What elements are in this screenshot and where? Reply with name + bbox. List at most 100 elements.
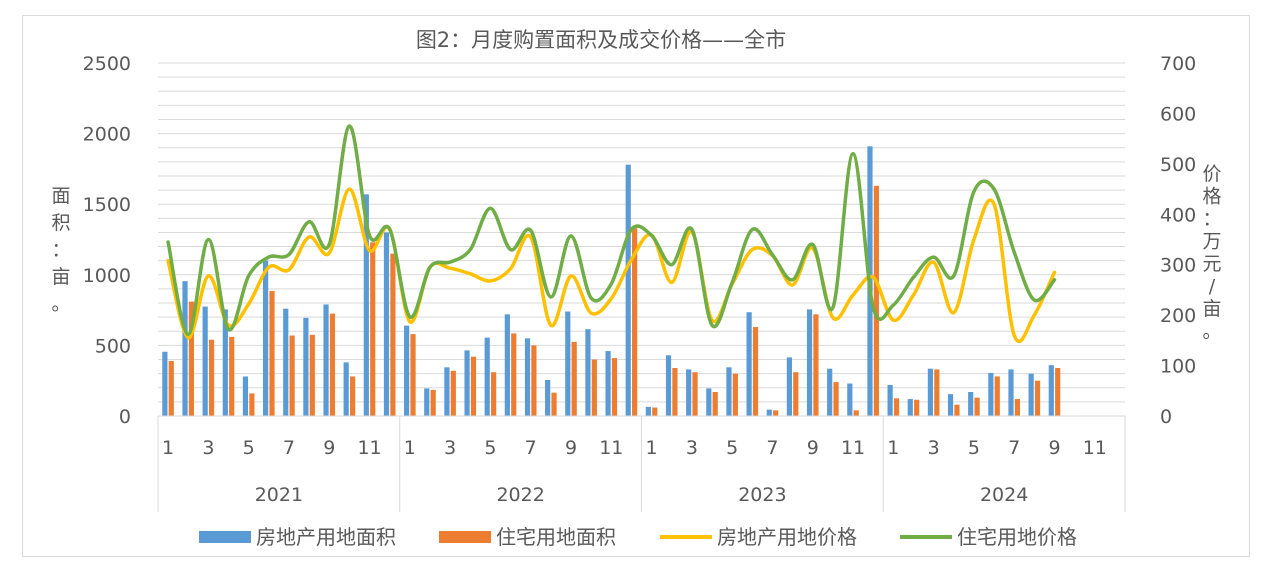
bar-real-estate-area — [363, 194, 369, 416]
y-right-tick-label: 300 — [1160, 255, 1196, 277]
bar-real-estate-area — [524, 338, 531, 416]
bar-residential-area — [632, 228, 638, 416]
month-tick-label: 7 — [1008, 437, 1020, 459]
y-left-axis-title-char: 亩 — [51, 266, 70, 288]
bar-real-estate-area — [766, 409, 772, 416]
legend: 房地产用地面积 住宅用地面积 房地产用地价格 住宅用地价格 — [199, 525, 1077, 549]
bar-real-estate-area — [1028, 373, 1034, 416]
bar-residential-area — [309, 334, 315, 416]
y-left-axis-title-char: 。 — [51, 293, 70, 315]
bar-real-estate-area — [383, 232, 390, 416]
month-tick-label: 3 — [928, 437, 940, 459]
bar-residential-area — [752, 327, 759, 416]
year-label: 2022 — [496, 484, 544, 506]
bar-residential-area — [813, 314, 819, 416]
bar-residential-area — [410, 334, 416, 416]
y-left-tick-label: 500 — [95, 335, 131, 357]
bar-real-estate-area — [645, 406, 651, 416]
bar-residential-area — [571, 341, 577, 416]
bar-residential-area — [329, 313, 336, 416]
bar-real-estate-area — [222, 309, 228, 416]
bar-residential-area — [914, 399, 920, 416]
bars-layer — [162, 146, 1061, 417]
bar-real-estate-area — [625, 164, 631, 416]
legend-item-real-estate-price: 房地产用地价格 — [660, 525, 857, 549]
bar-residential-area — [773, 410, 779, 416]
bar-real-estate-area — [786, 357, 792, 416]
bar-residential-area — [491, 372, 497, 416]
legend-item-real-estate-area: 房地产用地面积 — [199, 525, 396, 549]
y-left-tick-label: 1000 — [83, 265, 131, 287]
legend-swatch — [439, 531, 491, 543]
bar-residential-area — [289, 335, 295, 416]
month-tick-label: 7 — [525, 437, 537, 459]
bar-real-estate-area — [504, 314, 510, 416]
y-left-tick-label: 0 — [119, 406, 131, 428]
month-tick-label: 3 — [686, 437, 698, 459]
bar-residential-area — [994, 376, 1000, 416]
bar-real-estate-area — [283, 308, 289, 416]
bar-real-estate-area — [404, 325, 410, 416]
line-real-estate-price — [166, 187, 1057, 344]
bar-residential-area — [853, 410, 859, 416]
bar-residential-area — [430, 389, 436, 416]
y-right-tick-label: 200 — [1160, 305, 1196, 327]
y-right-tick-label: 0 — [1160, 406, 1172, 428]
bar-residential-area — [732, 373, 738, 416]
y-right-tick-label: 600 — [1160, 103, 1196, 125]
bar-residential-area — [833, 382, 839, 416]
year-label: 2021 — [255, 484, 303, 506]
y-right-axis-title-char: 格 — [1202, 186, 1221, 208]
month-tick-label: 3 — [202, 437, 214, 459]
y-right-axis-title-char: / — [1209, 276, 1216, 298]
legend-label: 房地产用地面积 — [256, 525, 396, 549]
bar-residential-area — [652, 407, 658, 416]
y-right-tick-label: 100 — [1160, 356, 1196, 378]
month-tick-label: 7 — [283, 437, 295, 459]
month-tick-label: 11 — [599, 437, 623, 459]
bar-real-estate-area — [988, 372, 994, 416]
y-left-tick-label: 1500 — [83, 194, 131, 216]
bar-real-estate-area — [706, 388, 712, 416]
y-right-axis-title-char: 亩 — [1202, 298, 1221, 320]
bar-residential-area — [934, 369, 940, 416]
bar-residential-area — [450, 370, 456, 416]
bar-residential-area — [370, 242, 376, 416]
y-right-axis-title-char: 元 — [1202, 253, 1221, 275]
legend-item-residential-area: 住宅用地面积 — [439, 525, 616, 549]
y-left-tick-label: 2500 — [83, 53, 131, 75]
legend-item-residential-price: 住宅用地价格 — [900, 525, 1077, 549]
bar-real-estate-area — [303, 317, 309, 416]
bar-real-estate-area — [464, 350, 470, 416]
chart-title: 图2：月度购置面积及成交价格——全市 — [416, 28, 786, 52]
y-right-tick-label: 700 — [1160, 53, 1196, 75]
bar-residential-area — [873, 185, 879, 416]
month-tick-label: 9 — [807, 437, 819, 459]
y-right-tick-label: 400 — [1160, 204, 1196, 226]
bar-residential-area — [168, 360, 174, 416]
bar-real-estate-area — [947, 394, 954, 416]
bar-residential-area — [208, 339, 215, 416]
bar-residential-area — [672, 367, 678, 416]
legend-label: 住宅用地价格 — [957, 525, 1077, 549]
bar-real-estate-area — [827, 368, 833, 416]
month-tick-label: 5 — [484, 437, 496, 459]
month-tick-label: 9 — [1048, 437, 1060, 459]
y-right-tick-label: 500 — [1160, 154, 1196, 176]
bar-residential-area — [269, 291, 275, 416]
bar-residential-area — [1014, 399, 1020, 416]
bar-residential-area — [954, 404, 960, 416]
bar-residential-area — [712, 391, 718, 416]
bar-real-estate-area — [746, 312, 752, 416]
legend-swatch — [199, 531, 251, 543]
y-left-axis-title-char: 积 — [51, 212, 70, 234]
bar-real-estate-area — [565, 311, 571, 416]
lines-layer — [166, 124, 1057, 344]
y-left-axis-title-char: ： — [51, 239, 70, 261]
bar-residential-area — [793, 372, 799, 416]
bar-real-estate-area — [162, 351, 168, 416]
bar-real-estate-area — [545, 379, 551, 416]
axes-layer: 0 500 1000 1500 2000 2500 0 100 200 300 400 500 600 7… — [51, 53, 1222, 512]
bar-real-estate-area — [806, 309, 813, 416]
